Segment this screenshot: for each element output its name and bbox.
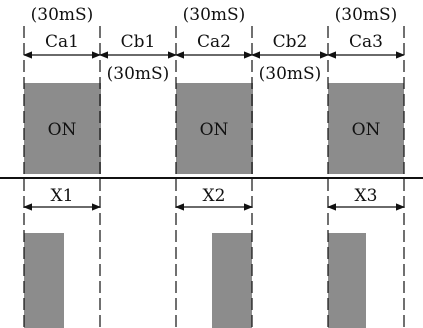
gap-duration-label-2: (30mS) bbox=[259, 64, 322, 84]
span-label-x1: X1 bbox=[51, 186, 74, 206]
interval-label-ca1: Ca1 bbox=[45, 32, 79, 52]
span-label-x2: X2 bbox=[203, 186, 226, 206]
interval-label-ca3: Ca3 bbox=[349, 32, 383, 52]
on-label-2: ON bbox=[200, 120, 229, 140]
span-label-x3: X3 bbox=[355, 186, 378, 206]
duration-label-1: (30mS) bbox=[31, 5, 94, 25]
pulse-2 bbox=[212, 233, 252, 328]
on-block-3 bbox=[328, 83, 404, 174]
interval-label-cb1: Cb1 bbox=[121, 32, 156, 52]
interval-label-ca2: Ca2 bbox=[197, 32, 231, 52]
gap-duration-label-1: (30mS) bbox=[107, 64, 170, 84]
interval-label-cb2: Cb2 bbox=[273, 32, 308, 52]
on-block-2 bbox=[176, 83, 253, 174]
on-label-1: ON bbox=[48, 120, 77, 140]
pulse-1 bbox=[24, 233, 64, 328]
on-label-3: ON bbox=[352, 120, 381, 140]
duration-label-2: (30mS) bbox=[183, 5, 246, 25]
duration-label-3: (30mS) bbox=[335, 5, 398, 25]
pulse-3 bbox=[328, 233, 366, 328]
on-block-1 bbox=[24, 83, 101, 174]
